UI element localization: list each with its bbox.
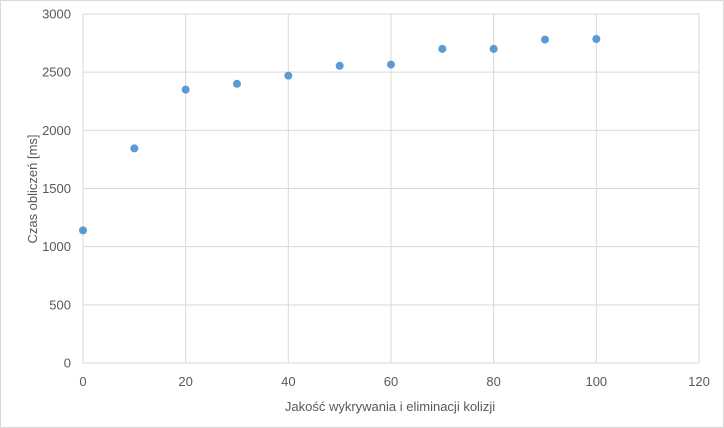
data-point — [79, 226, 87, 235]
data-point — [284, 71, 293, 80]
x-tick-label: 40 — [281, 374, 295, 389]
data-point — [233, 79, 241, 88]
y-axis-title: Czas obliczeń [ms] — [25, 134, 40, 243]
data-point — [335, 61, 344, 70]
data-points — [79, 35, 601, 235]
data-point — [181, 85, 190, 94]
data-point — [489, 44, 498, 53]
data-point — [438, 44, 447, 53]
y-tick-label: 1000 — [42, 239, 71, 254]
y-tick-label: 1500 — [42, 181, 71, 196]
x-axis-title: Jakość wykrywania i eliminacji kolizji — [285, 399, 495, 414]
data-point — [541, 35, 549, 44]
y-tick-label: 2000 — [42, 123, 71, 138]
y-tick-label: 500 — [49, 297, 71, 312]
data-point — [387, 60, 395, 69]
y-tick-label: 0 — [64, 356, 71, 371]
y-tick-label: 3000 — [42, 7, 71, 22]
data-point — [592, 35, 601, 44]
data-point — [130, 144, 139, 153]
x-tick-label: 60 — [384, 374, 398, 389]
tick-labels: 0 500 1000 1500 2000 2500 3000 0 20 40 60 80 100 120 — [42, 7, 710, 390]
y-tick-label: 2500 — [42, 65, 71, 80]
x-tick-label: 80 — [486, 374, 500, 389]
x-tick-label: 0 — [79, 374, 86, 389]
x-tick-label: 20 — [178, 374, 192, 389]
x-tick-label: 100 — [585, 374, 607, 389]
x-tick-label: 120 — [688, 374, 710, 389]
